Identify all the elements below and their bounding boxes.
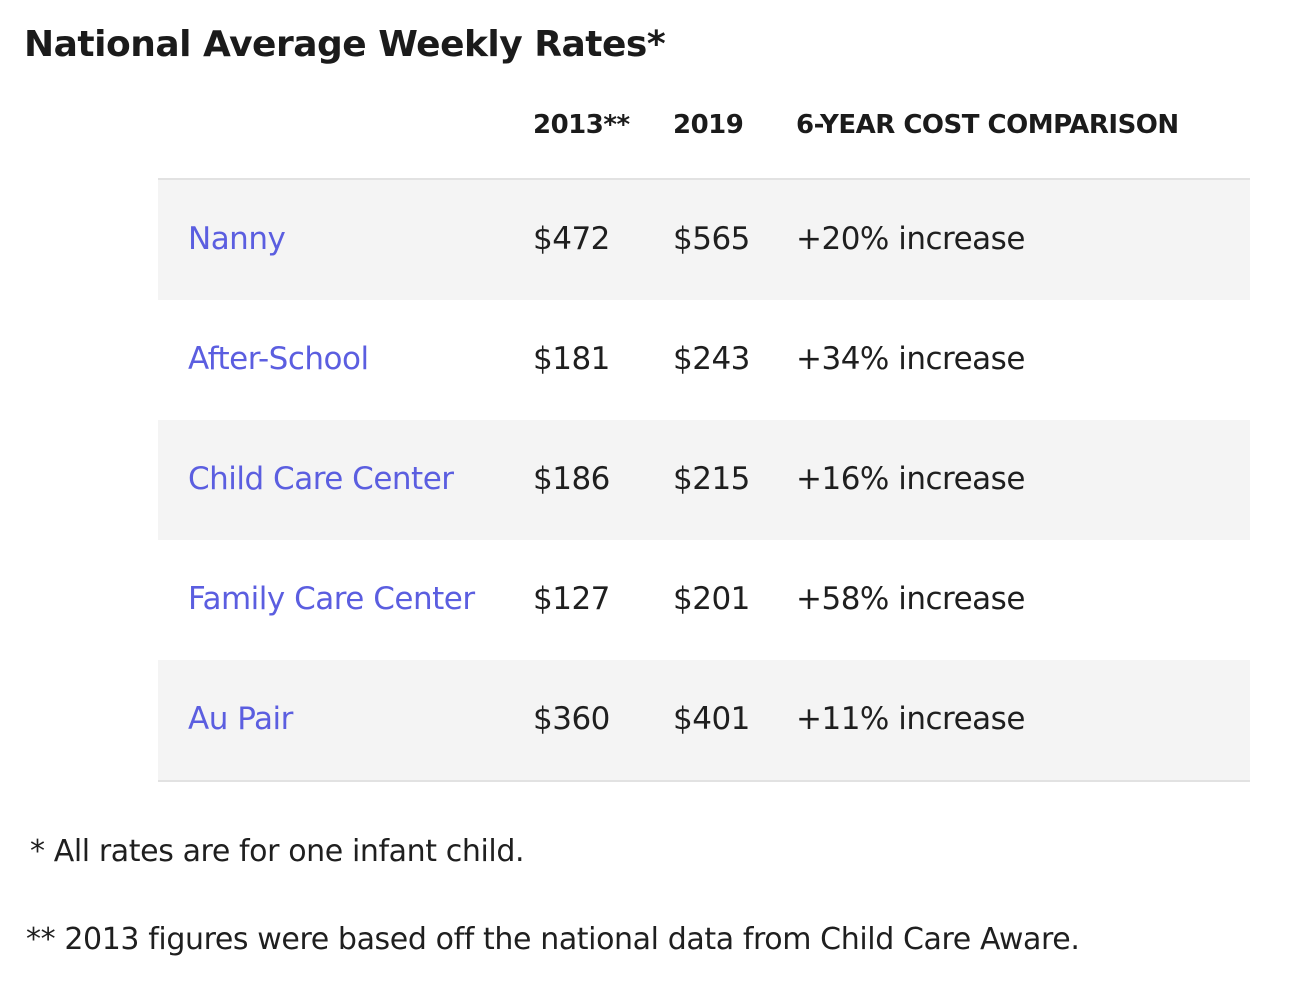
cost-comparison: +16% increase [796, 461, 1025, 497]
rate-2019: $201 [673, 581, 750, 617]
table-header: 2013** 2019 6-YEAR COST COMPARISON [158, 100, 1250, 180]
header-comparison: 6-YEAR COST COMPARISON [796, 110, 1179, 140]
table-row: Au Pair $360 $401 +11% increase [158, 660, 1250, 782]
rate-2013: $186 [533, 461, 610, 497]
cost-comparison: +58% increase [796, 581, 1025, 617]
page-title: National Average Weekly Rates* [24, 24, 666, 65]
cost-comparison: +20% increase [796, 221, 1025, 257]
care-type-link[interactable]: Au Pair [188, 701, 293, 737]
care-type-link[interactable]: Child Care Center [188, 461, 454, 497]
care-type-link[interactable]: After-School [188, 341, 369, 377]
rates-table: 2013** 2019 6-YEAR COST COMPARISON Nanny… [158, 100, 1250, 782]
rate-2019: $401 [673, 701, 750, 737]
table-row: Nanny $472 $565 +20% increase [158, 180, 1250, 300]
table-row: Child Care Center $186 $215 +16% increas… [158, 420, 1250, 540]
rate-2019: $215 [673, 461, 750, 497]
care-type-link[interactable]: Family Care Center [188, 581, 475, 617]
rate-2019: $243 [673, 341, 750, 377]
header-2013: 2013** [533, 110, 630, 140]
table-row: Family Care Center $127 $201 +58% increa… [158, 540, 1250, 660]
rate-2019: $565 [673, 221, 750, 257]
table-row: After-School $181 $243 +34% increase [158, 300, 1250, 420]
rate-2013: $181 [533, 341, 610, 377]
rate-2013: $127 [533, 581, 610, 617]
footnote-infant: * All rates are for one infant child. [30, 834, 525, 869]
care-type-link[interactable]: Nanny [188, 221, 286, 257]
rate-2013: $360 [533, 701, 610, 737]
cost-comparison: +11% increase [796, 701, 1025, 737]
footnote-source: ** 2013 figures were based off the natio… [26, 922, 1080, 957]
header-2019: 2019 [673, 110, 744, 140]
rate-2013: $472 [533, 221, 610, 257]
cost-comparison: +34% increase [796, 341, 1025, 377]
